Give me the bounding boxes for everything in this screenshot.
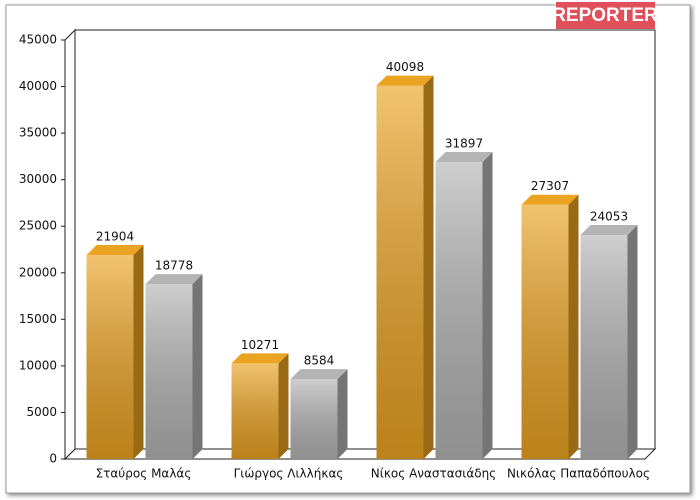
bar-side	[192, 274, 203, 459]
bar-side-shade	[482, 152, 493, 460]
logo: REPORTER	[552, 5, 658, 26]
bar-side	[337, 369, 348, 459]
x-tick-label: Νικόλας Παπαδόπουλος	[507, 467, 650, 481]
y-tick-label: 5000	[26, 405, 57, 419]
y-tick-label: 15000	[19, 312, 57, 326]
bar-side-shade	[133, 245, 144, 459]
data-label: 8584	[304, 354, 335, 368]
data-label: 40098	[386, 60, 424, 74]
bar-shade	[290, 379, 338, 459]
bar-side-shade	[423, 75, 434, 459]
bar-top	[521, 194, 579, 205]
side-wall	[64, 28, 76, 461]
bar-shade	[231, 363, 279, 459]
data-label: 31897	[445, 137, 483, 151]
bar-shade	[145, 284, 193, 459]
bar-shade	[435, 162, 483, 460]
y-tick-label: 40000	[19, 79, 57, 93]
bar-shade	[580, 235, 628, 459]
data-label: 10271	[241, 338, 279, 352]
bar-side-shade	[568, 194, 579, 459]
y-tick-label: 20000	[19, 265, 57, 279]
bar-top	[376, 75, 434, 86]
x-tick-label: Γιώργος Λιλλήκας	[234, 467, 344, 481]
logo-box	[556, 2, 655, 29]
plot: 0 5000 10000 15000 20000 25000 30000 35000 40000…	[19, 28, 657, 481]
y-tick-label: 35000	[19, 126, 57, 140]
data-label: 27307	[531, 179, 569, 193]
bar-shade	[521, 204, 569, 459]
bar-side	[482, 152, 493, 460]
bar-side	[278, 353, 289, 459]
bar-shade	[376, 85, 424, 459]
y-tick-label: 30000	[19, 172, 57, 186]
data-label: 24053	[590, 210, 628, 224]
y-tick-label: 0	[49, 452, 57, 466]
bar-shade	[86, 255, 134, 459]
bar-side	[568, 194, 579, 459]
bar-side-shade	[337, 369, 348, 459]
x-tick-label: Νίκος Αναστασιάδης	[371, 467, 496, 481]
bar-side-shade	[627, 225, 638, 459]
bar-side	[133, 245, 144, 459]
bar-side-shade	[278, 353, 289, 459]
x-tick-label: Σταύρος Μαλάς	[96, 467, 192, 481]
bar-side	[627, 225, 638, 459]
bar-side-shade	[192, 274, 203, 459]
bar-top	[145, 274, 203, 285]
y-tick-label: 45000	[19, 33, 57, 47]
y-tick-label: 25000	[19, 219, 57, 233]
data-label: 18778	[155, 259, 193, 273]
bar-side	[423, 75, 434, 459]
y-tick-label: 10000	[19, 358, 57, 372]
bar-top	[86, 245, 144, 256]
data-label: 21904	[96, 230, 134, 244]
bar-top	[231, 353, 289, 364]
bar-top	[290, 369, 348, 380]
bar-top	[435, 152, 493, 163]
bar-top	[580, 225, 638, 236]
